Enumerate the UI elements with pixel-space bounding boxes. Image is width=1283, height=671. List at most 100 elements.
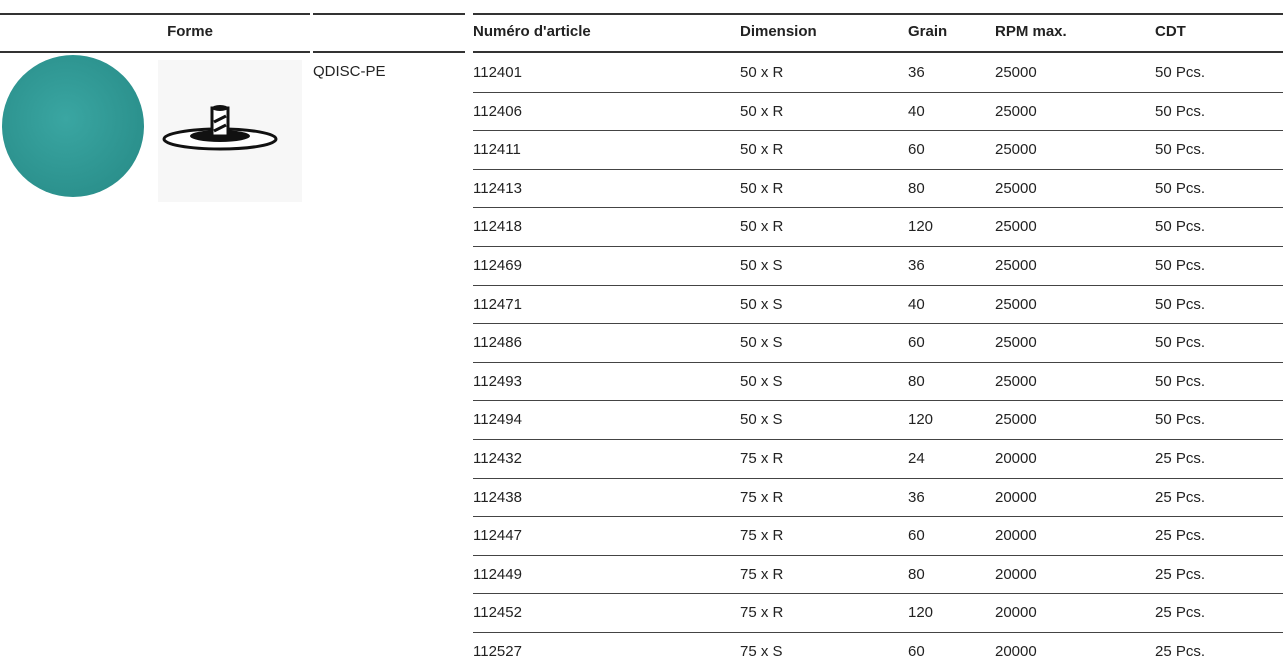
- row-rule: [473, 284, 1283, 286]
- column-header: Dimension: [740, 23, 817, 40]
- header-rule: [313, 13, 465, 15]
- grain: 80: [908, 565, 925, 583]
- rpm-max: 25000: [995, 257, 1037, 274]
- grain: 36: [908, 64, 925, 81]
- header-rule: [0, 51, 310, 53]
- rpm-max: 25000: [995, 295, 1037, 313]
- row-rule: [473, 400, 1283, 402]
- rpm-max: 25000: [995, 334, 1037, 352]
- header-rule: [473, 13, 1283, 15]
- cdt: 25 Pcs.: [1155, 527, 1206, 545]
- article-number: 112486: [473, 334, 522, 352]
- grain: 60: [908, 527, 925, 545]
- cdt: 25 Pcs.: [1155, 450, 1206, 467]
- product-name: QDISC-PE: [313, 63, 386, 80]
- cdt: 25 Pcs.: [1155, 604, 1206, 622]
- rpm-max: 25000: [995, 102, 1037, 120]
- cdt: 25 Pcs.: [1155, 565, 1206, 583]
- rpm-max: 25000: [995, 64, 1037, 81]
- grain: 80: [908, 179, 925, 197]
- row-rule: [473, 246, 1283, 247]
- grain: 120: [908, 604, 934, 622]
- cdt: 50 Pcs.: [1155, 411, 1206, 429]
- cdt: 50 Pcs.: [1155, 257, 1206, 274]
- column-header: Numéro d'article: [473, 23, 591, 40]
- column-header: Forme: [167, 23, 213, 40]
- grain: 120: [908, 218, 934, 236]
- rpm-max: 25000: [995, 179, 1037, 197]
- row-rule: [473, 439, 1283, 440]
- row-rule: [473, 516, 1283, 518]
- rpm-max: 20000: [995, 488, 1037, 506]
- row-rule: [473, 323, 1283, 325]
- dimension: 50 x R: [740, 64, 784, 81]
- grain: 60: [908, 643, 925, 660]
- column-header: CDT: [1155, 23, 1186, 40]
- row-rule: [473, 554, 1283, 556]
- article-number: 112438: [473, 488, 522, 506]
- column-header: Grain: [908, 23, 948, 40]
- dimension: 50 x S: [740, 334, 783, 352]
- article-number: 112418: [473, 218, 522, 236]
- dimension: 75 x S: [740, 643, 783, 660]
- article-number: 112469: [473, 257, 522, 274]
- grain: 24: [908, 450, 925, 467]
- dimension: 50 x S: [740, 411, 783, 429]
- column-header: RPM max.: [995, 23, 1067, 40]
- dimension: 50 x R: [740, 102, 784, 120]
- dimension: 75 x R: [740, 527, 784, 545]
- row-rule: [473, 632, 1283, 633]
- cdt: 50 Pcs.: [1155, 295, 1206, 313]
- grain: 36: [908, 488, 925, 506]
- header-rule: [313, 51, 465, 53]
- grain: 60: [908, 141, 925, 159]
- grain: 40: [908, 295, 925, 313]
- article-number: 112406: [473, 102, 522, 120]
- cdt: 50 Pcs.: [1155, 141, 1206, 159]
- row-rule: [473, 207, 1283, 209]
- cdt: 25 Pcs.: [1155, 643, 1206, 660]
- article-number: 112527: [473, 643, 522, 660]
- cdt: 50 Pcs.: [1155, 64, 1206, 81]
- row-rule: [473, 361, 1283, 363]
- dimension: 50 x R: [740, 179, 784, 197]
- row-rule: [473, 168, 1283, 170]
- disc-image: [2, 55, 144, 197]
- dimension: 75 x R: [740, 450, 784, 467]
- dimension: 75 x R: [740, 488, 784, 506]
- cdt: 50 Pcs.: [1155, 179, 1206, 197]
- article-number: 112432: [473, 450, 522, 467]
- grain: 80: [908, 372, 925, 390]
- rpm-max: 25000: [995, 372, 1037, 390]
- article-number: 112493: [473, 372, 522, 390]
- rpm-max: 20000: [995, 450, 1037, 467]
- grain: 120: [908, 411, 934, 429]
- article-number: 112447: [473, 527, 522, 545]
- row-rule: [473, 91, 1283, 93]
- dimension: 75 x R: [740, 565, 784, 583]
- header-rule: [473, 51, 1283, 53]
- article-number: 112411: [473, 141, 521, 159]
- cdt: 50 Pcs.: [1155, 372, 1206, 390]
- row-rule: [473, 130, 1283, 132]
- article-number: 112413: [473, 179, 522, 197]
- article-number: 112449: [473, 565, 522, 583]
- dimension: 50 x S: [740, 295, 783, 313]
- article-number: 112401: [473, 64, 522, 81]
- rpm-max: 25000: [995, 141, 1037, 159]
- header-rule: [0, 13, 310, 15]
- cdt: 50 Pcs.: [1155, 102, 1206, 120]
- article-number: 112452: [473, 604, 522, 622]
- row-rule: [473, 593, 1283, 595]
- row-rule: [473, 477, 1283, 479]
- article-number: 112471: [473, 295, 522, 313]
- dimension: 50 x S: [740, 372, 783, 390]
- dimension: 50 x S: [740, 257, 783, 274]
- cdt: 25 Pcs.: [1155, 488, 1206, 506]
- cdt: 50 Pcs.: [1155, 334, 1206, 352]
- dimension: 50 x R: [740, 141, 784, 159]
- grain: 60: [908, 334, 925, 352]
- rpm-max: 20000: [995, 604, 1037, 622]
- product-icon: [158, 60, 302, 202]
